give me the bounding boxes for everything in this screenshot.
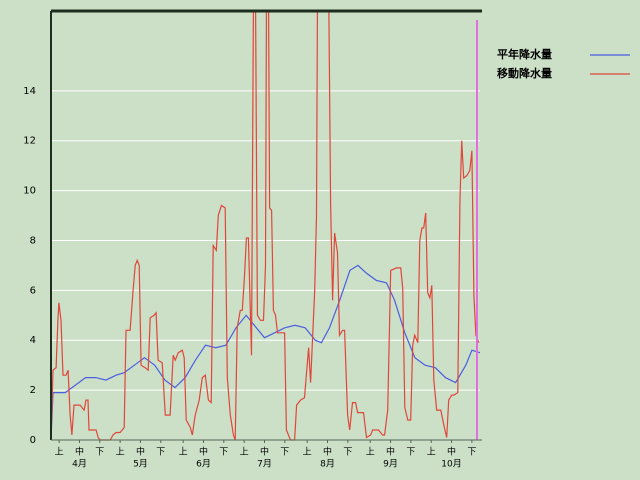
legend-label: 平年降水量 — [497, 47, 552, 61]
x-tick-label: 上 — [303, 447, 312, 458]
x-tick-label: 中 — [386, 446, 395, 458]
series-line — [51, 264, 481, 441]
y-tick-label: 0 — [30, 435, 36, 446]
x-tick-label: 下 — [280, 448, 289, 458]
x-tick-label: 下 — [406, 448, 415, 458]
month-label: 6月 — [196, 459, 211, 470]
x-tick-label: 上 — [116, 447, 125, 458]
y-tick-label: 4 — [30, 335, 36, 346]
month-label: 7月 — [257, 459, 272, 470]
y-tick-label: 14 — [23, 86, 36, 97]
y-tick-label: 2 — [30, 385, 36, 396]
x-tick-label: 下 — [219, 448, 228, 458]
x-tick-label: 下 — [467, 448, 476, 458]
y-tick-label: 8 — [30, 235, 36, 246]
x-tick-label: 下 — [156, 448, 165, 458]
x-tick-label: 下 — [95, 448, 104, 458]
x-tick-label: 中 — [323, 446, 332, 458]
y-tick-label: 6 — [30, 285, 36, 296]
x-tick-label: 下 — [343, 448, 352, 458]
month-label: 5月 — [133, 459, 148, 470]
month-label: 10月 — [441, 459, 461, 470]
x-tick-label: 上 — [427, 447, 436, 458]
y-tick-label: 12 — [23, 136, 36, 147]
series-line — [51, 11, 480, 441]
x-tick-label: 中 — [260, 446, 269, 458]
x-tick-label: 上 — [366, 447, 375, 458]
y-tick-label: 10 — [23, 186, 36, 197]
legend-label: 移動降水量 — [497, 66, 552, 80]
x-tick-label: 上 — [179, 447, 188, 458]
month-label: 8月 — [320, 459, 335, 470]
x-tick-label: 中 — [75, 446, 84, 458]
x-tick-label: 中 — [447, 446, 456, 458]
x-tick-label: 中 — [136, 446, 145, 458]
month-label: 9月 — [383, 459, 398, 470]
x-tick-label: 上 — [55, 447, 64, 458]
x-tick-label: 上 — [240, 447, 249, 458]
plot-area — [51, 11, 481, 441]
x-tick-label: 中 — [199, 446, 208, 458]
month-label: 4月 — [72, 459, 87, 470]
